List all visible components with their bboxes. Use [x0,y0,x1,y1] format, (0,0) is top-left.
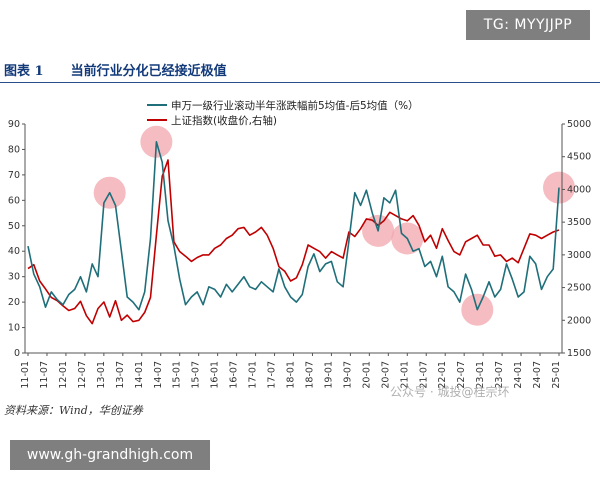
right-tick-label: 4500 [567,152,591,163]
x-tick-label: 20-01 [361,361,372,389]
right-tick-label: 2500 [567,283,591,294]
source-note: 资料来源：Wind，华创证券 [4,404,143,417]
x-tick-label: 17-01 [248,361,259,389]
series-line-1 [27,140,560,311]
left-tick-label: 30 [8,272,20,283]
x-tick-label: 18-01 [286,361,297,389]
x-tick-label: 19-07 [342,361,353,389]
figure-label: 图表 1 [4,64,44,79]
left-tick-label: 60 [8,195,20,206]
left-tick-label: 0 [14,348,20,359]
right-tick-label: 3000 [567,250,591,261]
legend-label-series1: 申万一级行业滚动半年涨跌幅前5均值-后5均值（%） [171,99,419,112]
x-tick-label: 15-01 [172,361,183,389]
left-tick-label: 90 [8,119,20,130]
left-tick-label: 20 [8,297,20,308]
x-tick-label: 23-07 [494,361,505,389]
x-tick-label: 21-07 [418,361,429,389]
left-tick-label: 10 [8,323,20,334]
figure-heading: 当前行业分化已经接近极值 [70,64,227,79]
x-tick-label: 20-07 [380,361,391,389]
watermark-right: 公众号 · 城投@桂宗环 [390,385,510,399]
x-tick-label: 15-07 [191,361,202,389]
watermark-site-badge: www.gh-grandhigh.com [10,440,210,470]
x-tick-label: 22-01 [437,361,448,389]
x-tick-label: 21-01 [399,361,410,389]
highlight-layer [93,125,575,326]
watermark-tg-badge: TG: MYYJJPP [466,10,590,40]
legend: 申万一级行业滚动半年涨跌幅前5均值-后5均值（%） 上证指数(收盘价,右轴) [147,99,419,127]
right-tick-label: 5000 [567,119,591,130]
x-tick-label: 24-07 [532,361,543,389]
x-tick-label: 24-01 [513,361,524,389]
right-tick-label: 3500 [567,217,591,228]
title-rule [0,82,600,83]
x-tick-label: 12-01 [58,361,69,389]
right-tick-label: 1500 [567,348,591,359]
x-tick-label: 12-07 [77,361,88,389]
x-tick-label: 19-01 [323,361,334,389]
x-tick-label: 13-07 [115,361,126,389]
left-tick-label: 70 [8,170,20,181]
x-tick-label: 11-07 [39,361,50,389]
axes-layer: 0 10 20 30 40 50 60 70 80 90 1500 2000 2500 3000 3500 4… [8,119,591,389]
x-tick-label: 23-01 [475,361,486,389]
right-tick-label: 4000 [567,184,591,195]
x-tick-label: 16-07 [229,361,240,389]
x-tick-label: 17-07 [267,361,278,389]
left-tick-label: 40 [8,246,20,257]
x-tick-label: 14-07 [153,361,164,389]
x-tick-label: 22-07 [456,361,467,389]
legend-label-series2: 上证指数(收盘价,右轴) [171,114,277,127]
left-tick-label: 80 [8,144,20,155]
x-tick-label: 13-01 [96,361,107,389]
lines-layer [27,140,560,325]
x-tick-label: 18-07 [304,361,315,389]
dual-axis-line-chart: 0 10 20 30 40 50 60 70 80 90 1500 2000 2500 3000 3500 4… [8,99,591,389]
left-tick-label: 50 [8,221,20,232]
series-line-2 [27,159,560,325]
x-tick-label: 11-01 [20,361,31,389]
right-tick-label: 2000 [567,315,591,326]
figure-title: 图表 1 当前行业分化已经接近极值 [4,60,227,79]
x-tick-label: 25-01 [551,361,562,389]
x-tick-label: 14-01 [134,361,145,389]
x-tick-label: 16-01 [210,361,221,389]
